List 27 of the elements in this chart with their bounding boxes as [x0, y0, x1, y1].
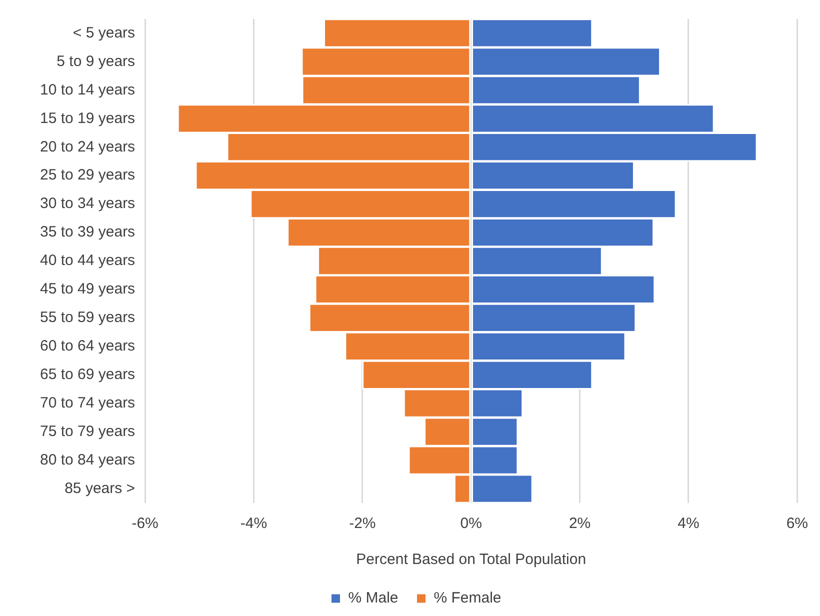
y-tick-label: 60 to 64 years: [40, 338, 136, 355]
y-tick-label: 35 to 39 years: [40, 224, 136, 241]
x-tick-label: -4%: [240, 515, 268, 532]
y-tick-label: 15 to 19 years: [40, 110, 136, 127]
x-tick-label: -2%: [349, 515, 376, 532]
y-tick-label: 75 to 79 years: [40, 422, 136, 440]
legend-label: % Male: [348, 590, 398, 607]
y-tick-label: 10 to 14 years: [40, 81, 136, 98]
x-tick-label: 4%: [678, 515, 700, 532]
y-tick-label: < 5 years: [72, 24, 136, 42]
y-tick-label: 25 to 29 years: [40, 166, 136, 184]
x-tick-label: 2%: [568, 515, 591, 532]
x-axis-title: Percent Based on Total Population: [356, 551, 586, 568]
y-tick-label: 55 to 59 years: [40, 309, 136, 326]
y-tick-label: 65 to 69 years: [40, 366, 136, 384]
y-tick-label: 40 to 44 years: [40, 252, 136, 270]
y-tick-label: 5 to 9 years: [56, 52, 136, 70]
y-tick-label: 20 to 24 years: [40, 138, 136, 156]
y-tick-label: 85 years >: [64, 480, 136, 497]
legend-label: % Female: [434, 590, 502, 607]
y-tick-label: 80 to 84 years: [40, 451, 136, 468]
x-tick-label: -6%: [132, 515, 158, 532]
y-tick-label: 45 to 49 years: [40, 280, 136, 298]
x-tick-label: 6%: [786, 515, 808, 532]
y-tick-label: 30 to 34 years: [40, 195, 136, 212]
y-tick-label: 70 to 74 years: [40, 394, 136, 412]
x-tick-label: 0%: [460, 515, 482, 532]
